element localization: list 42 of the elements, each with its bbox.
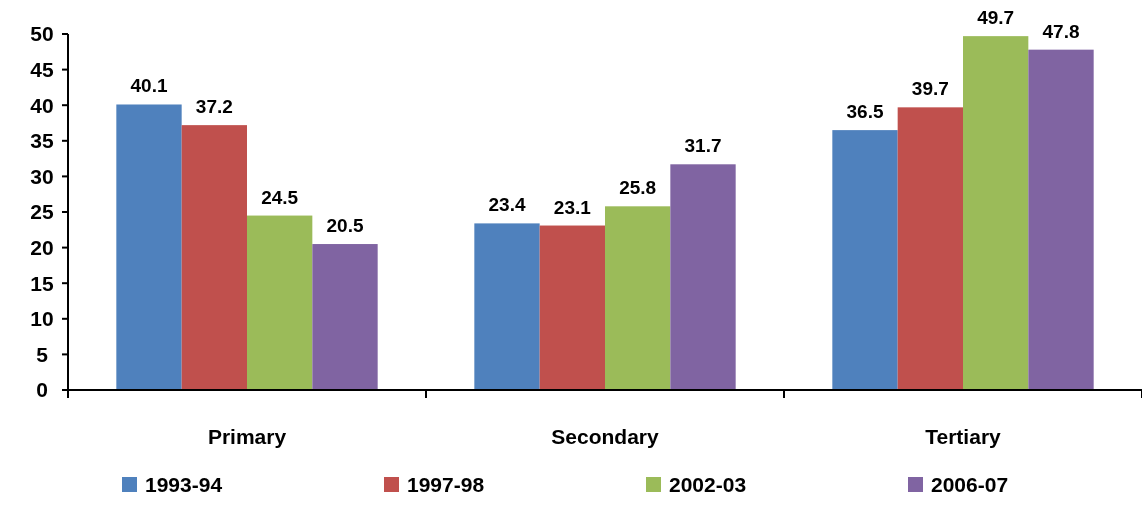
y-tick-label: 30 (30, 164, 54, 188)
bar (670, 164, 736, 390)
bar (116, 104, 182, 390)
bar (247, 215, 313, 390)
bar (474, 223, 540, 390)
data-label: 47.8 (1042, 20, 1080, 42)
y-tick-label: 10 (30, 307, 54, 331)
y-tick-label: 50 (30, 22, 54, 46)
data-label: 39.7 (911, 78, 949, 100)
bar (897, 107, 963, 390)
bar (605, 206, 671, 390)
bar (1028, 49, 1094, 390)
legend-label: 2002-03 (669, 473, 747, 496)
bar (181, 125, 247, 390)
data-label: 36.5 (846, 101, 884, 123)
y-tick-label: 45 (30, 57, 54, 81)
data-label: 20.5 (326, 215, 364, 237)
y-tick-label: 0 (36, 378, 48, 402)
data-label: 23.4 (488, 194, 526, 216)
data-label: 31.7 (684, 135, 722, 157)
bar (312, 244, 378, 390)
legend-label: 1993-94 (145, 473, 223, 496)
data-label: 23.1 (553, 196, 592, 218)
legend-label: 1997-98 (407, 473, 485, 496)
data-label: 49.7 (977, 7, 1015, 29)
y-tick-label: 15 (30, 271, 54, 295)
y-tick-label: 20 (30, 235, 54, 259)
x-tick-label: Primary (207, 425, 287, 448)
data-label: 40.1 (130, 75, 168, 97)
data-label: 24.5 (261, 186, 299, 208)
y-tick-label: 35 (30, 129, 54, 153)
legend-label: 2006-07 (931, 473, 1009, 496)
x-tick-label: Secondary (551, 425, 659, 448)
y-tick-label: 5 (36, 342, 49, 366)
y-tick-label: 40 (30, 93, 54, 117)
y-tick-label: 25 (30, 200, 54, 224)
data-label: 25.8 (619, 177, 657, 199)
bar (963, 36, 1029, 390)
data-label: 37.2 (195, 96, 233, 118)
bar (832, 130, 898, 390)
bar (539, 225, 605, 390)
x-tick-label: Tertiary (925, 425, 1002, 448)
